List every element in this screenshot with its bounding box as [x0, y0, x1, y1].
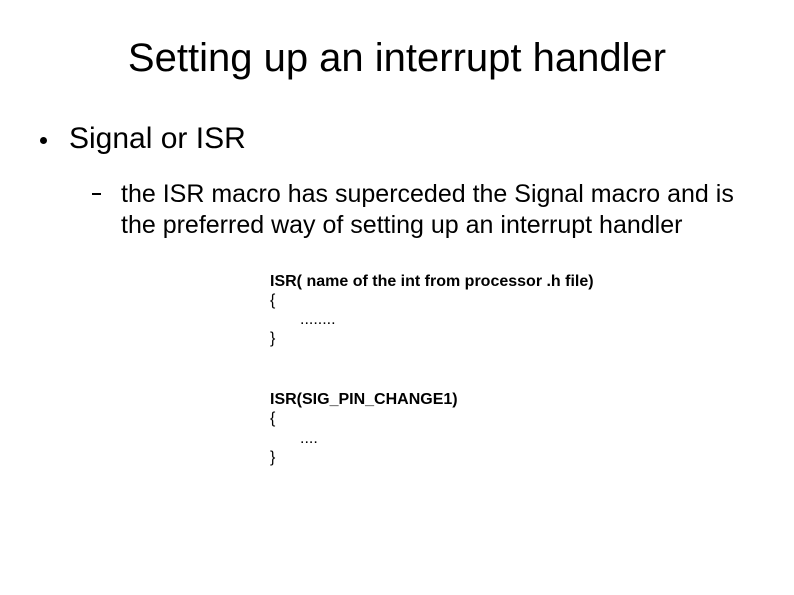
slide-title: Setting up an interrupt handler — [40, 36, 754, 81]
code-brace-open: { — [270, 409, 754, 428]
bullet-level2: the ISR macro has superceded the Signal … — [92, 179, 754, 242]
bullet-level1: Signal or ISR — [40, 121, 754, 157]
code-body: ........ — [300, 310, 754, 329]
bullet-dot-icon — [40, 137, 47, 144]
code-brace-close: } — [270, 448, 754, 467]
bullet-level1-text: Signal or ISR — [69, 121, 246, 157]
code-block-1: ISR( name of the int from processor .h f… — [270, 272, 754, 349]
bullet-level2-text: the ISR macro has superceded the Signal … — [121, 179, 754, 242]
code-signature: ISR(SIG_PIN_CHANGE1) — [270, 390, 754, 409]
code-body: .... — [300, 429, 754, 448]
code-brace-close: } — [270, 329, 754, 348]
code-brace-open: { — [270, 291, 754, 310]
slide-container: Setting up an interrupt handler Signal o… — [0, 0, 794, 595]
code-signature: ISR( name of the int from processor .h f… — [270, 272, 754, 291]
code-block-2: ISR(SIG_PIN_CHANGE1) { .... } — [270, 390, 754, 467]
bullet-dash-icon — [92, 193, 101, 195]
